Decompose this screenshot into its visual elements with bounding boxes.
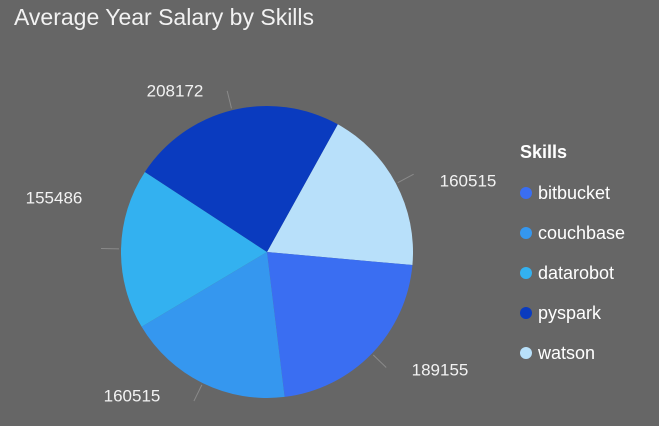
legend-item-datarobot[interactable]: datarobot bbox=[520, 253, 625, 293]
data-label-pyspark: 208172 bbox=[147, 81, 204, 100]
data-label-bitbucket: 189155 bbox=[412, 360, 469, 379]
legend-label-couchbase: couchbase bbox=[538, 222, 626, 243]
data-label-datarobot: 155486 bbox=[26, 188, 83, 207]
pie-slice-pyspark[interactable] bbox=[144, 106, 338, 252]
leader-line-watson bbox=[397, 173, 414, 184]
legend-item-watson[interactable]: watson bbox=[520, 333, 625, 373]
data-label-couchbase: 160515 bbox=[104, 386, 161, 405]
legend-swatch-couchbase bbox=[520, 227, 532, 239]
leader-line-couchbase bbox=[193, 384, 203, 402]
pie-slice-datarobot[interactable] bbox=[120, 171, 268, 327]
legend-title: Skills bbox=[520, 142, 568, 162]
leader-line-bitbucket bbox=[372, 354, 387, 368]
data-label-watson: 160515 bbox=[440, 171, 497, 190]
legend-label-datarobot: datarobot bbox=[538, 262, 615, 283]
legend-item-bitbucket[interactable]: bitbucket bbox=[520, 173, 625, 213]
legend-swatch-pyspark bbox=[520, 307, 532, 319]
pie-slice-bitbucket[interactable] bbox=[267, 252, 413, 397]
pie-slice-watson[interactable] bbox=[267, 124, 414, 266]
legend-item-pyspark[interactable]: pyspark bbox=[520, 293, 625, 333]
legend-label-watson: watson bbox=[538, 342, 596, 363]
legend-item-couchbase[interactable]: couchbase bbox=[520, 213, 625, 253]
pie-slice-couchbase[interactable] bbox=[141, 252, 285, 399]
legend-label-bitbucket: bitbucket bbox=[538, 182, 611, 203]
legend-swatch-watson bbox=[520, 347, 532, 359]
legend: Skills bitbucket couchbase datarobot pyspar… bbox=[520, 142, 625, 373]
legend-label-pyspark: pyspark bbox=[538, 302, 602, 323]
chart-title: Average Year Salary by Skills bbox=[14, 4, 315, 30]
legend-swatch-bitbucket bbox=[520, 187, 532, 199]
leader-line-pyspark bbox=[226, 90, 232, 109]
legend-swatch-datarobot bbox=[520, 267, 532, 279]
